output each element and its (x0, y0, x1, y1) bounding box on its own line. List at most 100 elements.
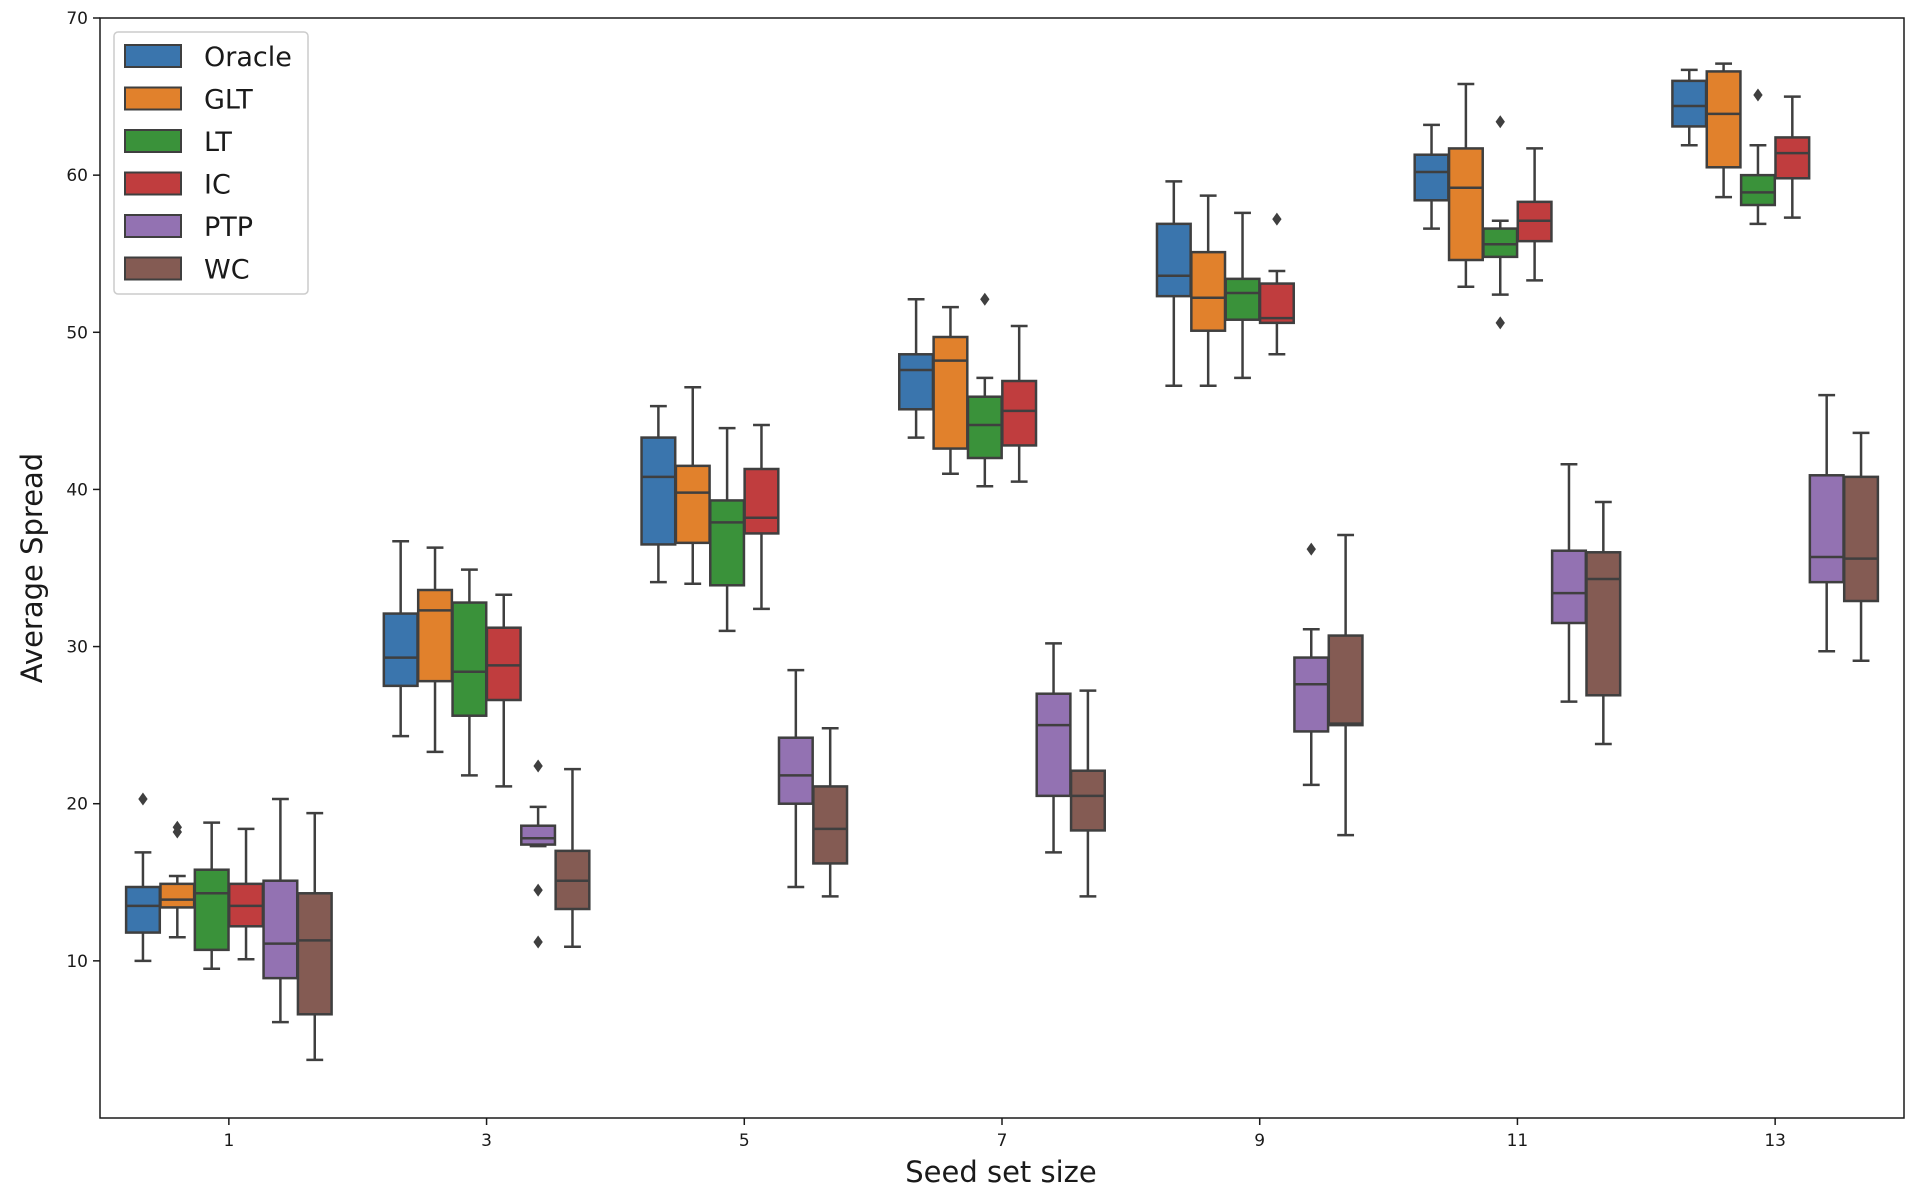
box-iqr (485, 626, 522, 702)
box-iqr (193, 868, 230, 952)
outlier-point (1272, 212, 1282, 226)
box-iqr (416, 588, 454, 683)
box-iqr (1705, 70, 1742, 169)
box-iqr (1808, 474, 1845, 584)
box-oracle-1 (124, 792, 162, 963)
x-tick-label: 1 (223, 1131, 234, 1151)
outlier-point (172, 820, 182, 834)
box-ptp-13 (1808, 393, 1845, 653)
box-iqr (1224, 277, 1261, 321)
box-oracle-3 (382, 540, 419, 738)
legend-label-glt: GLT (204, 85, 253, 116)
box-lt-5 (709, 426, 746, 633)
y-tick-label: 60 (66, 166, 88, 186)
outlier-point (533, 759, 543, 773)
y-tick-label: 30 (66, 638, 88, 658)
box-iqr (812, 785, 849, 865)
box-lt-11 (1482, 115, 1519, 330)
box-wc-3 (554, 767, 591, 948)
box-ic-5 (743, 423, 780, 611)
y-axis-title: Average Spread (15, 453, 49, 683)
box-iqr (382, 612, 419, 688)
box-iqr (640, 436, 677, 546)
x-axis-title: Seed set size (905, 1155, 1097, 1189)
box-ptp-11 (1550, 463, 1588, 703)
y-tick-label: 10 (66, 952, 88, 972)
box-iqr (674, 464, 711, 545)
box-iqr (296, 892, 333, 1016)
outlier-point (138, 792, 148, 806)
box-iqr (1190, 250, 1227, 332)
box-glt-5 (674, 386, 711, 585)
legend-label-ic: IC (204, 170, 231, 201)
box-iqr (1069, 769, 1106, 832)
y-tick-label: 50 (66, 323, 88, 343)
box-wc-13 (1842, 431, 1880, 662)
x-tick-label: 9 (1254, 1131, 1265, 1151)
box-ptp-3 (520, 759, 557, 949)
legend-swatch-wc (124, 256, 182, 281)
outlier-point (1495, 115, 1505, 129)
box-iqr (1585, 551, 1622, 697)
legend-swatch-oracle (124, 44, 182, 68)
box-iqr (520, 824, 557, 846)
box-wc-1 (296, 811, 333, 1062)
box-ic-9 (1258, 212, 1295, 356)
box-iqr (1550, 549, 1588, 625)
legend-label-oracle: Oracle (204, 42, 292, 73)
box-wc-9 (1327, 533, 1364, 837)
x-axis: 1 3 5 7 9 11 13 (223, 1118, 1786, 1151)
box-iqr (1327, 634, 1364, 727)
box-iqr (1671, 79, 1708, 128)
box-iqr (1774, 136, 1811, 180)
box-glt-3 (416, 546, 454, 754)
box-iqr (1842, 475, 1880, 603)
box-glt-9 (1190, 194, 1227, 387)
box-iqr (451, 601, 488, 717)
box-ptp-9 (1293, 542, 1330, 787)
legend-label-wc: WC (204, 255, 250, 286)
x-tick-label: 11 (1507, 1131, 1529, 1151)
box-wc-7 (1069, 689, 1106, 898)
box-lt-1 (193, 821, 230, 970)
box-oracle-13 (1671, 68, 1708, 147)
outlier-point (1753, 88, 1763, 102)
legend-label-lt: LT (204, 127, 232, 158)
box-ic-13 (1774, 95, 1811, 219)
legend: Oracle GLT LT IC PTP WC (113, 31, 309, 295)
box-lt-7 (966, 292, 1003, 488)
x-tick-label: 3 (481, 1131, 492, 1151)
outlier-point (1306, 542, 1316, 556)
box-iqr (932, 335, 969, 450)
box-glt-11 (1447, 82, 1484, 288)
legend-swatch-ptp (124, 214, 182, 238)
plot-area (99, 17, 1905, 1119)
box-glt-13 (1705, 62, 1742, 199)
box-lt-9 (1224, 211, 1261, 380)
box-iqr (1739, 173, 1777, 207)
x-tick-label: 5 (739, 1131, 750, 1151)
box-iqr (1293, 656, 1330, 733)
box-iqr (777, 736, 814, 805)
x-tick-label: 7 (997, 1131, 1008, 1151)
y-tick-label: 70 (66, 9, 88, 29)
outlier-point (980, 292, 990, 306)
box-glt-7 (932, 305, 969, 475)
y-axis: 10 20 30 40 50 60 70 (66, 9, 100, 972)
box-iqr (966, 395, 1003, 460)
y-tick-label: 20 (66, 795, 88, 815)
y-tick-label: 40 (66, 480, 88, 500)
x-tick-label: 13 (1764, 1131, 1786, 1151)
box-iqr (743, 467, 780, 535)
box-ic-3 (485, 593, 522, 788)
outlier-point (1495, 316, 1505, 330)
box-iqr (159, 882, 196, 909)
box-ic-7 (1001, 324, 1038, 483)
box-ic-11 (1516, 147, 1553, 282)
legend-swatch-ic (124, 171, 182, 196)
box-iqr (1413, 153, 1450, 202)
box-iqr (1155, 222, 1192, 298)
box-iqr (1447, 147, 1484, 262)
